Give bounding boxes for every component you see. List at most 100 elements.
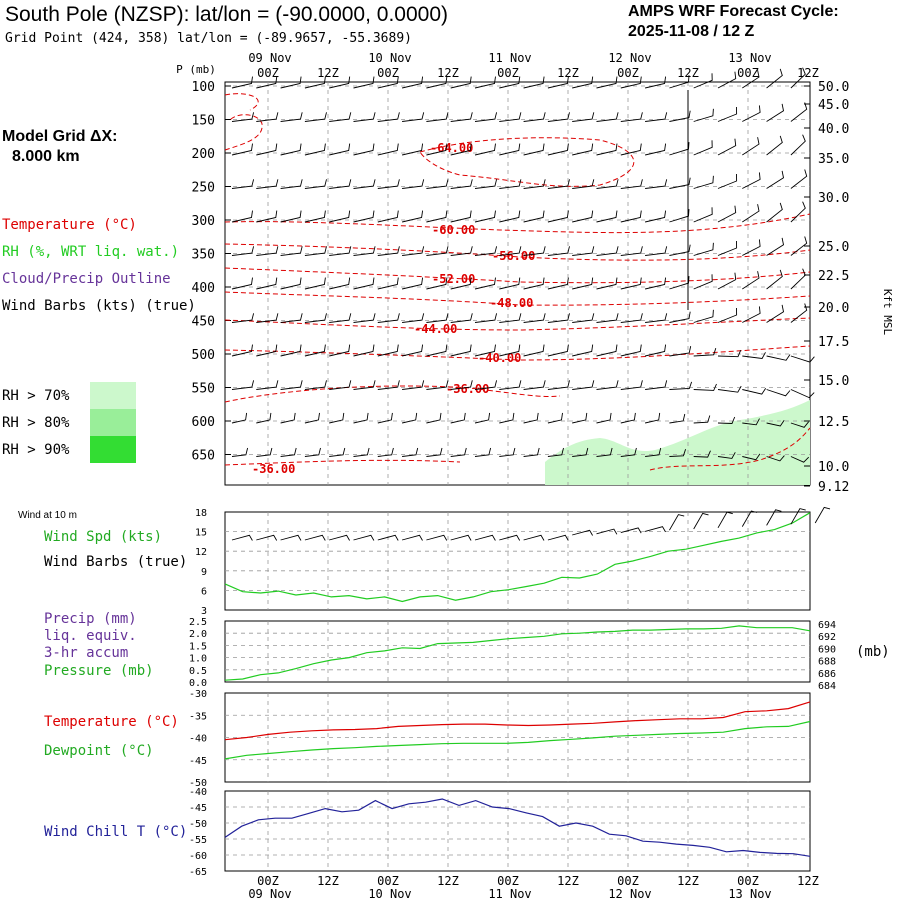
cross-section-frame — [224, 81, 811, 486]
temp-dew-tick-label: -40 — [189, 734, 207, 745]
pressure-tick-label: 1.0 — [189, 654, 207, 665]
wind-barb — [231, 210, 253, 223]
wind-barb — [547, 277, 569, 290]
wind-barb — [450, 179, 473, 189]
top-time-tick-label: 00Z — [737, 66, 759, 80]
surface-wind-barb — [572, 529, 593, 536]
wind-barb — [377, 313, 400, 323]
wind-barb — [693, 73, 713, 89]
wind-barb — [790, 102, 808, 122]
temperature-contour-label: -56.00 — [492, 249, 535, 263]
wind-barb — [572, 143, 594, 156]
wind-barb — [474, 412, 491, 424]
temperature-contour-label: -36.00 — [252, 462, 295, 476]
wind-barb — [499, 76, 521, 89]
wind-barb — [523, 246, 546, 256]
wind-barb — [401, 277, 424, 290]
wind-barb — [280, 210, 302, 223]
pressure-tick-label: 300 — [192, 214, 215, 229]
wind-barb — [717, 173, 738, 189]
wind-barb — [256, 210, 278, 223]
wind-barb — [304, 277, 326, 290]
wind-barb — [499, 313, 522, 323]
bottom-time-tick-label: 00Z — [617, 874, 639, 888]
wind-barb — [474, 179, 498, 189]
wind-barb — [499, 344, 521, 357]
wind-barb — [329, 412, 345, 424]
bottom-date-label: 12 Nov — [608, 887, 651, 900]
rh80-swatch — [90, 409, 136, 436]
wind-barb — [353, 210, 375, 223]
height-axis-label: Kft MSL — [881, 289, 894, 336]
wind-barb — [669, 346, 692, 357]
wind-barb — [499, 447, 516, 457]
wind-barb — [401, 412, 418, 424]
wind-barb — [450, 76, 472, 89]
wind-barb — [717, 452, 736, 459]
surface-wind-barb — [353, 534, 375, 541]
wind-barb — [402, 313, 425, 323]
wind-barb — [377, 210, 399, 223]
wind-barb — [450, 380, 473, 390]
surface-wind-barb — [790, 508, 806, 525]
wind-barb — [499, 246, 522, 256]
wind-barb — [596, 179, 619, 189]
rh90-legend: RH > 90% — [2, 442, 70, 458]
wind-barb — [280, 412, 296, 424]
wind-barb — [280, 313, 303, 323]
wind-barb — [329, 344, 351, 357]
surface-wind-barb — [474, 534, 496, 541]
wind-barb — [304, 412, 320, 424]
wind-chill-tick-label: -65 — [189, 867, 207, 878]
temperature-contour-label: -44.00 — [414, 322, 457, 336]
wind-chill-tick-label: -40 — [189, 787, 207, 798]
wind-barb — [231, 76, 253, 89]
wind-barb — [790, 169, 808, 189]
wind-barb — [790, 355, 815, 363]
wind-barb — [669, 449, 687, 457]
wind-barb — [620, 246, 643, 256]
wind-barb — [523, 313, 546, 323]
temperature-contour — [224, 345, 811, 361]
wind-barb — [572, 277, 594, 290]
wind-10m-label: Wind at 10 m — [18, 510, 77, 521]
pressure-right-tick-label: 694 — [818, 620, 836, 631]
wind-barb — [547, 412, 563, 424]
wind-barb — [693, 140, 713, 156]
wind-barb — [669, 110, 691, 122]
bottom-time-tick-label: 12Z — [317, 874, 339, 888]
wind-barb — [499, 412, 515, 424]
wind-barb — [669, 244, 691, 256]
temp-dew-tick-label: -30 — [189, 689, 207, 700]
pressure-axis-label: P (mb) — [176, 63, 216, 76]
wind-barb — [790, 67, 806, 89]
wind-barb — [256, 246, 279, 256]
wind-barb — [669, 177, 691, 189]
wind-barb — [596, 76, 618, 89]
wind-barb — [790, 236, 808, 256]
wind-barb — [304, 447, 321, 457]
wind-barb — [790, 456, 810, 463]
wind-barb — [499, 112, 522, 122]
wind-barb — [547, 380, 570, 390]
height-tick-label: 12.5 — [818, 415, 849, 430]
rh90-swatch — [90, 436, 136, 463]
wind-barb — [256, 179, 279, 189]
wind-barb — [231, 112, 255, 122]
wind-barb — [474, 76, 496, 89]
wind-barb — [766, 135, 783, 156]
bottom-time-tick-label: 12Z — [677, 874, 699, 888]
top-date-label: 12 Nov — [608, 51, 651, 65]
top-time-tick-label: 12Z — [797, 66, 819, 80]
wind-barb — [596, 412, 612, 424]
wind-barb — [620, 380, 643, 390]
wind-barb — [742, 306, 761, 323]
wind-barb — [572, 179, 595, 189]
temperature-legend: Temperature (°C) — [2, 217, 137, 233]
wind-barb — [256, 447, 273, 457]
wind-barb — [304, 179, 327, 189]
surface-wind-barb — [620, 527, 642, 534]
wind-barb — [329, 447, 346, 457]
